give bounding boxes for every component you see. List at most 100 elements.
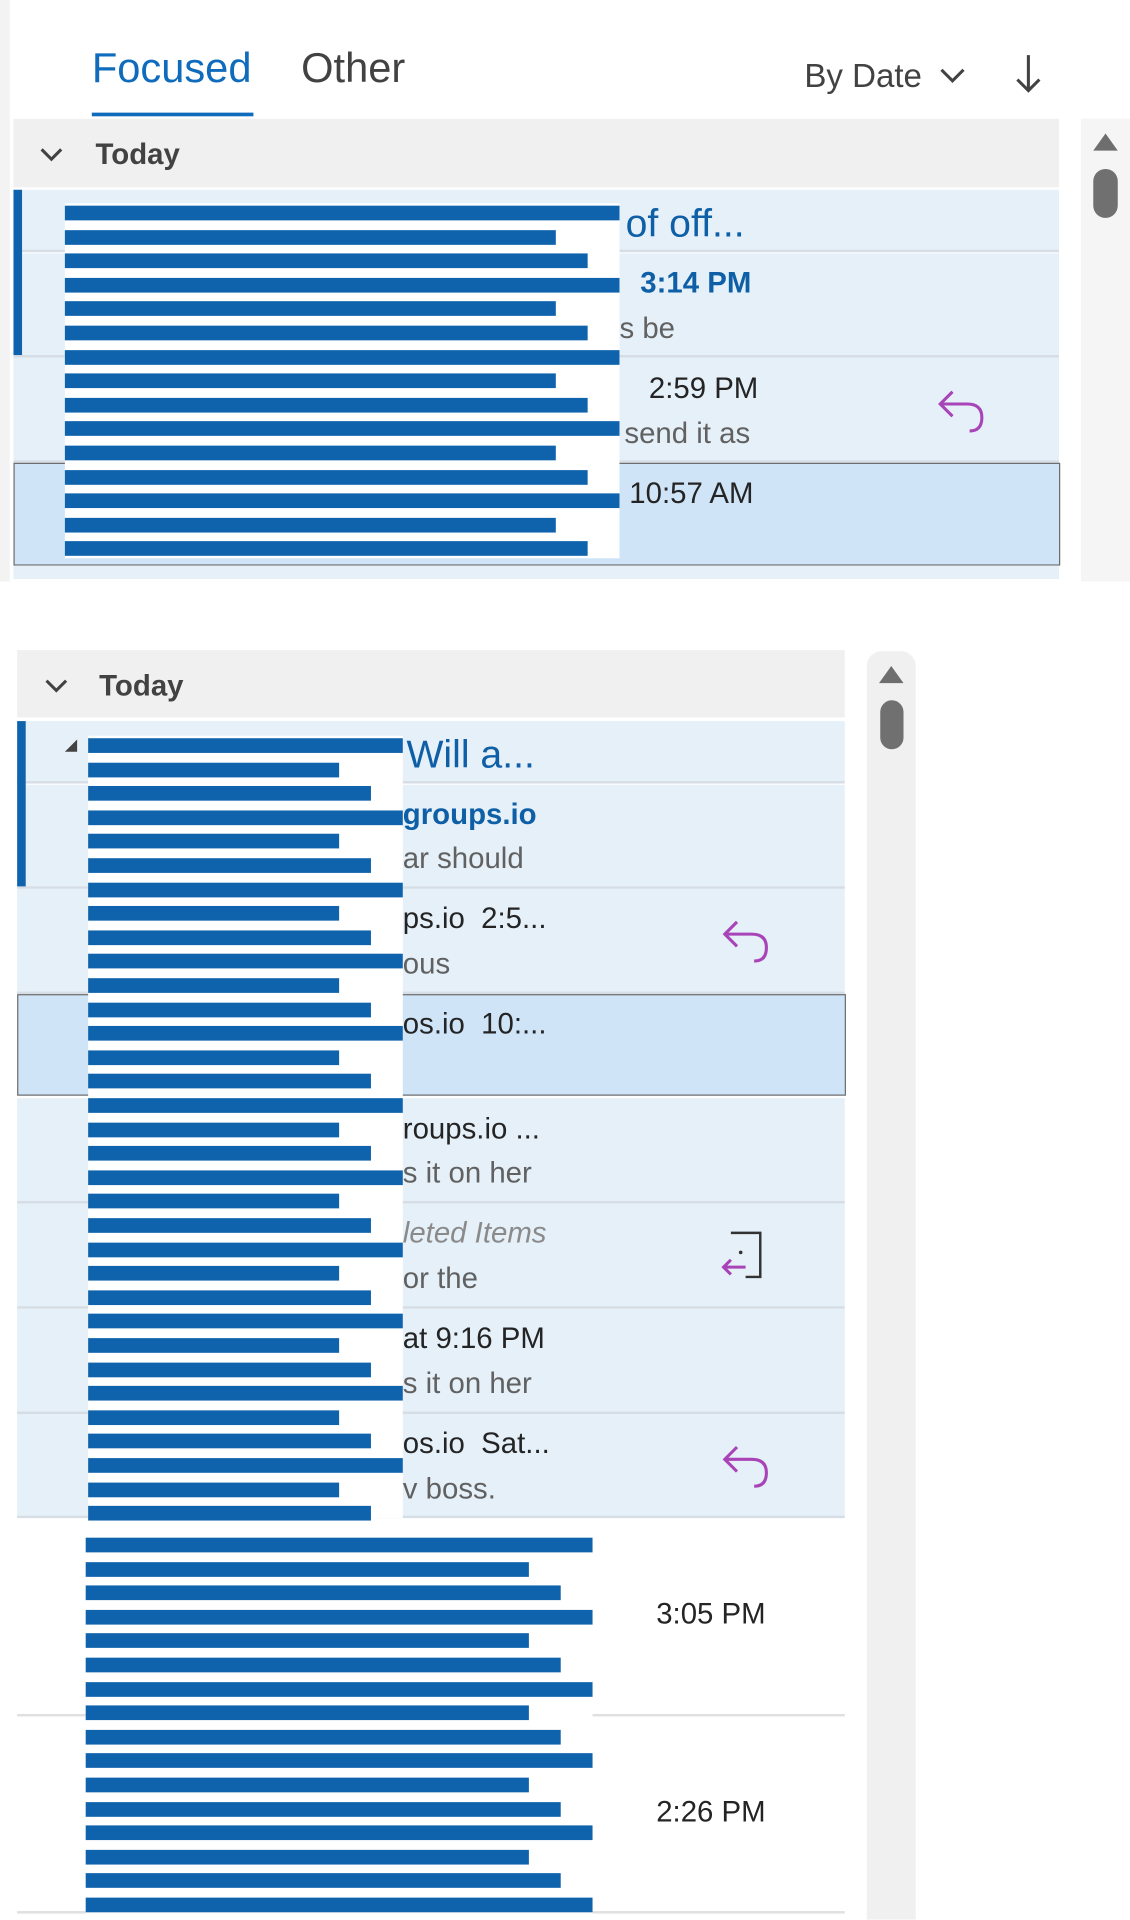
redaction-bar	[85, 1585, 561, 1601]
redaction-bar	[88, 858, 371, 873]
redaction-bar	[64, 253, 588, 269]
thread-toggle[interactable]	[64, 739, 79, 752]
tab-focused[interactable]: Focused	[91, 45, 252, 92]
time: 3:14 PM	[640, 266, 752, 300]
scroll-up[interactable]	[1092, 132, 1119, 152]
sender: os.io Sat...	[402, 1427, 550, 1461]
redaction-bar	[88, 1410, 340, 1425]
scroll-up[interactable]	[878, 665, 905, 685]
sender: os.io 10:...	[402, 1007, 547, 1041]
edge	[0, 0, 10, 582]
preview: s it on her	[402, 1367, 532, 1401]
redaction-bar	[88, 1386, 403, 1401]
tab-other[interactable]: Other	[301, 45, 406, 92]
redaction-bar	[64, 541, 588, 557]
replied-icon	[722, 1446, 768, 1488]
redaction-bar	[88, 738, 403, 753]
group-label: Today	[95, 138, 180, 172]
redaction-bar	[64, 373, 556, 389]
redaction-bar	[88, 1170, 403, 1185]
scroll-thumb[interactable]	[1093, 168, 1118, 218]
redaction-bar	[85, 1753, 593, 1769]
replied-icon	[938, 390, 984, 433]
time: 10:57 AM	[629, 477, 754, 511]
redaction-bar	[85, 1633, 529, 1649]
redaction-bar	[88, 978, 340, 993]
redaction	[64, 203, 620, 559]
redaction-bar	[85, 1825, 593, 1841]
redaction-bar	[88, 1122, 340, 1137]
preview: or the	[402, 1262, 478, 1296]
preview: ar should	[402, 842, 524, 876]
redaction-bar	[88, 1002, 371, 1017]
redaction-bar	[85, 1801, 561, 1817]
redaction-bar	[88, 786, 371, 801]
time: 2:59 PM	[648, 372, 759, 406]
redaction-bar	[85, 1849, 529, 1865]
sender: at 9:16 PM	[402, 1322, 545, 1356]
redaction-bar	[88, 882, 403, 897]
preview: v boss.	[402, 1472, 496, 1506]
preview: ous	[402, 947, 451, 981]
redaction-bar	[88, 1098, 403, 1113]
redaction-bar	[88, 1482, 340, 1497]
redaction-bar	[64, 445, 556, 461]
redaction-bar	[85, 1657, 561, 1673]
redaction-bar	[88, 1362, 371, 1377]
scroll-thumb[interactable]	[880, 700, 904, 750]
redaction-bar	[88, 1050, 340, 1065]
redaction-bar	[88, 810, 403, 825]
redaction-bar	[88, 1074, 371, 1089]
redaction-bar	[88, 1458, 403, 1473]
redaction-bar	[88, 1434, 371, 1449]
time: 2:26 PM	[656, 1796, 766, 1830]
unread-bar	[17, 721, 26, 887]
redaction-bar	[64, 517, 556, 533]
preview: s it on her	[402, 1156, 532, 1190]
redaction-bar	[85, 1681, 593, 1697]
redaction-bar	[64, 301, 556, 317]
sort-direction[interactable]	[1014, 53, 1043, 95]
redaction-bar	[88, 1026, 403, 1041]
group-label: Today	[99, 669, 184, 703]
sender: roups.io ...	[402, 1112, 540, 1146]
redaction-bar	[64, 349, 620, 365]
redaction-bar	[64, 277, 620, 293]
scrollbar[interactable]	[866, 651, 916, 1920]
collapse-chevron[interactable]	[39, 147, 63, 162]
time: 3:05 PM	[656, 1597, 766, 1631]
sender: ps.io 2:5...	[402, 902, 547, 936]
row	[13, 565, 1059, 580]
redaction-bar	[88, 834, 340, 849]
redaction-bar	[64, 469, 588, 485]
redaction-bar	[88, 762, 340, 777]
preview: send it as	[624, 417, 751, 451]
subject: Will a...	[406, 732, 535, 777]
unread-bar	[13, 189, 23, 356]
redaction-bar	[85, 1561, 529, 1577]
sort-button[interactable]: By Date	[804, 57, 922, 95]
redaction-bar	[88, 1194, 340, 1209]
redaction-bar	[85, 1897, 593, 1913]
collapse-chevron[interactable]	[44, 678, 68, 693]
group-header[interactable]	[17, 650, 845, 718]
redaction-bar	[88, 1338, 340, 1353]
redaction-bar	[85, 1777, 529, 1793]
redaction-bar	[88, 1218, 371, 1233]
redaction	[85, 1535, 593, 1920]
redaction-bar	[64, 229, 556, 245]
redaction-bar	[85, 1705, 529, 1721]
subject: of off...	[625, 200, 745, 245]
redaction-bar	[64, 397, 588, 413]
redaction-bar	[88, 954, 403, 969]
redaction-bar	[88, 1290, 371, 1305]
redaction-bar	[85, 1729, 561, 1745]
redaction-bar	[88, 1314, 403, 1329]
sort-chevron[interactable]	[939, 67, 966, 84]
redaction-bar	[64, 325, 588, 341]
sender: groups.io	[402, 798, 537, 832]
group-header[interactable]	[13, 118, 1059, 188]
redaction-bar	[88, 930, 371, 945]
